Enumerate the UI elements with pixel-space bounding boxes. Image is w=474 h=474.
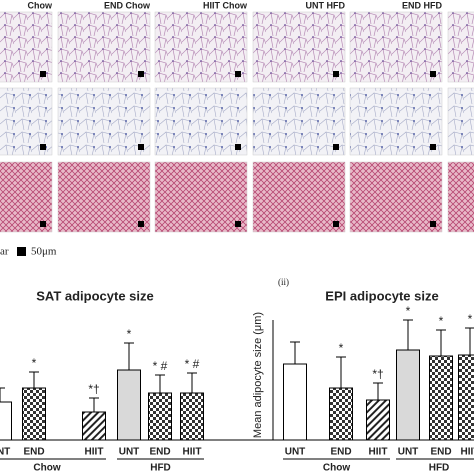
x-tick-label: UNT: [285, 447, 306, 458]
bar: [117, 369, 141, 441]
bar: [458, 354, 474, 441]
micrograph: [447, 87, 474, 156]
scale-bar: [430, 221, 436, 227]
scale-bar: [138, 221, 144, 227]
chart-title: SAT adipocyte size: [36, 288, 154, 303]
significance-label: *: [406, 304, 411, 318]
bar: [366, 399, 390, 441]
scale-text: 50μm: [31, 246, 57, 258]
x-tick-label: UNT: [398, 447, 419, 458]
scale-bar: [138, 71, 144, 77]
x-tick-label: UNT: [0, 447, 10, 458]
micrograph-grid: [0, 11, 474, 233]
micrograph: [252, 11, 346, 83]
micrograph: [57, 11, 151, 83]
group-label: Chow: [33, 463, 60, 474]
significance-label: *: [32, 356, 37, 370]
scale-bar: [40, 71, 46, 77]
bar: [329, 387, 353, 441]
bar: [22, 387, 46, 441]
significance-label: *: [439, 314, 444, 328]
micrograph: [349, 87, 443, 156]
scale-bar: [40, 221, 46, 227]
column-label: END HFD: [402, 0, 442, 10]
bar: [180, 392, 204, 441]
y-axis-label: Mean adipocyte size (μm): [252, 312, 264, 438]
column-label: HIIT Chow: [203, 0, 248, 10]
scale-bar: [235, 144, 241, 150]
micrograph: [447, 11, 474, 83]
chart-title: EPI adipocyte size: [325, 288, 438, 303]
x-tick-label: END: [23, 447, 44, 458]
scale-bar: [138, 144, 144, 150]
bar: [148, 392, 172, 441]
x-tick-label: HIIT: [183, 447, 202, 458]
bar: [283, 363, 307, 441]
significance-label: *: [127, 327, 132, 341]
scale-bar: [40, 144, 46, 150]
micrograph: [252, 161, 346, 233]
x-tick-label: UNT: [119, 447, 140, 458]
significance-label: * #: [153, 359, 168, 373]
bar: [429, 355, 453, 441]
micrograph: [0, 87, 53, 156]
panel-label: (ii): [278, 277, 289, 287]
x-tick-label: HIIT: [369, 447, 388, 458]
bar: [396, 349, 420, 441]
group-label: Chow: [323, 463, 350, 474]
x-tick-label: END: [430, 447, 451, 458]
column-label: END Chow: [104, 0, 151, 10]
micrograph: [447, 161, 474, 233]
significance-label: *†: [372, 367, 383, 381]
significance-label: * #: [185, 357, 200, 371]
significance-label: *: [339, 341, 344, 355]
x-tick-label: HIIT: [85, 447, 104, 458]
micrograph: [252, 87, 346, 156]
scale-bar: [430, 71, 436, 77]
bar: [82, 411, 106, 441]
micrograph: [0, 11, 53, 83]
micrograph: [349, 161, 443, 233]
micrograph: [154, 161, 248, 233]
x-tick-label: END: [149, 447, 170, 458]
group-label: HFD: [150, 463, 171, 474]
micrograph: [0, 161, 53, 233]
scale-bar: [235, 71, 241, 77]
x-tick-label: HIIT: [461, 447, 474, 458]
x-tick-label: END: [330, 447, 351, 458]
column-label: UNT HFD: [306, 0, 346, 10]
significance-label: *†: [88, 382, 99, 396]
scale-bar: [333, 144, 339, 150]
scale-bar: [235, 221, 241, 227]
micrograph: [57, 87, 151, 156]
group-label: HFD: [429, 463, 450, 474]
micrograph: [154, 11, 248, 83]
scale-prefix: ar: [0, 246, 9, 258]
significance-label: *: [468, 312, 473, 326]
scale-swatch: [17, 247, 26, 256]
micrograph: [349, 11, 443, 83]
scale-bar: [430, 144, 436, 150]
scale-bar: [333, 71, 339, 77]
scale-bar: [333, 221, 339, 227]
bar: [0, 401, 12, 441]
column-label: Chow: [28, 0, 53, 10]
micrograph: [57, 161, 151, 233]
micrograph: [154, 87, 248, 156]
